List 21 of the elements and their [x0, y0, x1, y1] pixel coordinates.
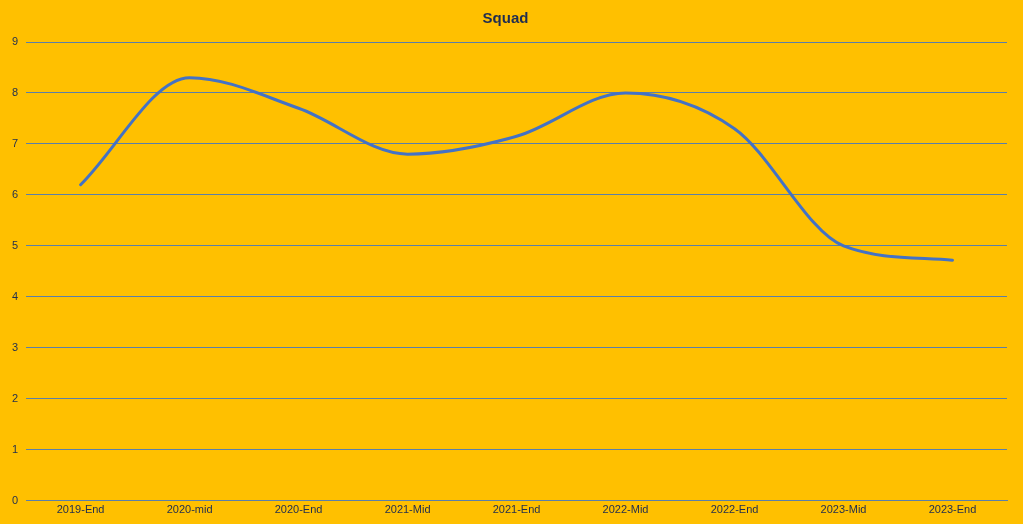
x-tick-label: 2023-End [928, 503, 977, 516]
x-tick-label: 2022-Mid [602, 503, 649, 516]
y-tick-label: 8 [11, 86, 19, 99]
y-tick-label: 0 [11, 493, 19, 506]
y-tick-label: 2 [11, 391, 19, 404]
x-tick-label: 2019-End [56, 503, 105, 516]
y-tick-label: 4 [11, 289, 19, 302]
x-tick-label: 2021-End [492, 503, 541, 516]
line-series [79, 76, 955, 262]
y-tick-label: 5 [11, 238, 19, 251]
y-tick-label: 7 [11, 136, 19, 149]
y-tick-label: 6 [11, 187, 19, 200]
x-tick-label: 2023-Mid [820, 503, 867, 516]
x-tick-label: 2020-mid [166, 503, 213, 516]
y-tick-label: 1 [11, 442, 19, 455]
y-tick-label: 9 [11, 35, 19, 48]
x-tick-label: 2022-End [710, 503, 759, 516]
x-tick-label: 2021-Mid [384, 503, 431, 516]
x-tick-label: 2020-End [274, 503, 323, 516]
chart-title: Squad [482, 9, 529, 27]
y-tick-label: 3 [11, 340, 19, 353]
